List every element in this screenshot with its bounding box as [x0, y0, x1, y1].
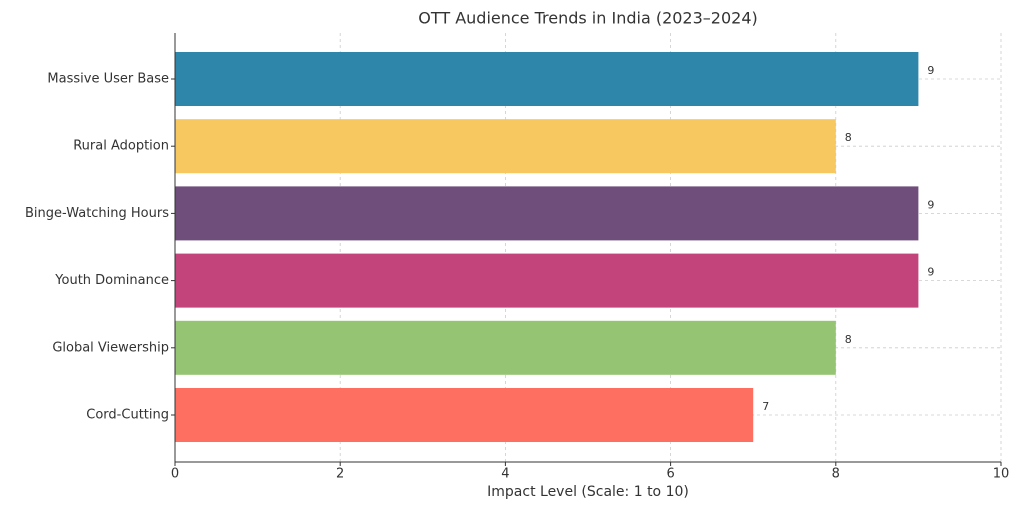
- bar: [175, 52, 919, 106]
- bar: [175, 119, 836, 174]
- x-tick-label: 8: [832, 467, 840, 482]
- y-tick-label: Massive User Base: [47, 72, 169, 87]
- y-tick-label: Binge-Watching Hours: [25, 206, 169, 221]
- x-tick-label: 10: [993, 467, 1010, 482]
- bar: [175, 388, 754, 442]
- chart-title: OTT Audience Trends in India (2023–2024): [418, 9, 758, 28]
- y-tick-label: Rural Adoption: [73, 139, 169, 154]
- x-tick-label: 6: [666, 467, 674, 482]
- y-tick-label: Youth Dominance: [54, 273, 169, 288]
- bar: [175, 186, 919, 241]
- x-tick-label: 4: [501, 467, 509, 482]
- y-tick-label: Global Viewership: [52, 340, 169, 355]
- bar: [175, 253, 919, 308]
- data-label: 9: [927, 64, 934, 77]
- data-label: 9: [927, 266, 934, 279]
- x-tick-label: 0: [171, 467, 179, 482]
- x-tick-label: 2: [336, 467, 344, 482]
- data-label: 9: [927, 198, 934, 211]
- data-label: 8: [845, 333, 852, 346]
- data-label: 8: [845, 131, 852, 144]
- y-tick-label: Cord-Cutting: [86, 408, 169, 423]
- x-axis-label: Impact Level (Scale: 1 to 10): [487, 484, 689, 500]
- data-label: 7: [762, 400, 769, 413]
- bar: [175, 320, 836, 375]
